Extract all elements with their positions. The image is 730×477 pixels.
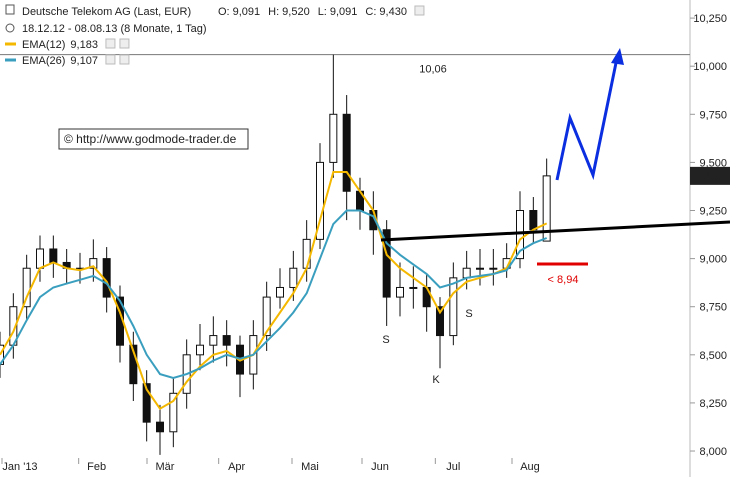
- icon: [119, 54, 130, 65]
- x-tick-label: Mär: [156, 461, 175, 473]
- icon: [5, 4, 15, 15]
- ema-line: [0, 171, 548, 411]
- candle-body: [342, 113, 351, 192]
- icon: [5, 23, 15, 33]
- candle-body: [276, 286, 284, 298]
- y-tick-label: 8,250: [699, 398, 727, 410]
- pattern-label: K: [432, 374, 440, 386]
- candle-body: [209, 335, 218, 346]
- candle-body: [222, 335, 231, 346]
- legend-value: 9,107: [70, 55, 98, 67]
- icon: [414, 5, 425, 16]
- candle-body: [262, 296, 271, 337]
- x-tick-label: Jun: [371, 461, 389, 473]
- x-tick-label: Apr: [228, 461, 245, 473]
- candle-body: [302, 238, 311, 269]
- candle-body: [316, 161, 324, 240]
- x-tick-label: Mai: [301, 461, 319, 473]
- price-tag-label: 9,430: [696, 171, 724, 183]
- ohlc-label: C:: [365, 6, 376, 18]
- candle-body: [489, 267, 498, 270]
- watermark-box: [58, 128, 249, 150]
- stop-label: < 8,94: [548, 274, 579, 286]
- pattern-label: S: [465, 308, 472, 320]
- plot: 10,06: [0, 54, 690, 455]
- projection-arrow: [555, 57, 619, 181]
- candle-body: [169, 392, 178, 433]
- candle-body: [476, 267, 484, 270]
- candle-body: [156, 421, 164, 433]
- candle-body: [89, 258, 98, 269]
- ohlc: O: 9,091 H: 9,520 L: 9,091 C: 9,430: [218, 5, 425, 18]
- candle-body: [409, 286, 418, 289]
- legend: EMA(12) 9,183 EMA(26) 9,107: [5, 38, 130, 67]
- candle-body: [49, 248, 58, 263]
- ohlc-value: 9,520: [282, 6, 310, 18]
- ohlc-value: 9,430: [379, 6, 407, 18]
- neckline: [380, 220, 730, 242]
- ohlc-label: O:: [218, 6, 230, 18]
- candle-body: [129, 344, 138, 385]
- y-tick-label: 10,250: [693, 13, 727, 25]
- header-title: Deutsche Telekom AG (Last, EUR): [22, 6, 191, 18]
- y-tick-label: 9,250: [699, 206, 727, 218]
- x-tick-label: Feb: [87, 461, 106, 473]
- y-tick-label: 8,750: [699, 302, 727, 314]
- price-tag: [690, 166, 730, 185]
- header-period: 18.12.12 - 08.08.13 (8 Monate, 1 Tag): [22, 23, 206, 35]
- high-label: 10,06: [419, 64, 447, 76]
- legend-name: EMA(12): [22, 39, 65, 51]
- icon: [105, 38, 116, 49]
- candle-body: [436, 306, 444, 337]
- candle-body: [396, 286, 404, 298]
- x-tick-label: Jan '13: [2, 461, 37, 473]
- x-tick-label: Aug: [520, 461, 540, 473]
- arrow-head: [611, 48, 624, 65]
- y-tick-label: 10,000: [693, 61, 727, 73]
- candle-body: [0, 344, 4, 365]
- candle-body: [36, 248, 44, 269]
- ohlc-label: L:: [318, 6, 327, 18]
- candle-body: [289, 267, 298, 288]
- candle-body: [329, 113, 338, 163]
- candle-body: [516, 210, 524, 260]
- ohlc-value: 9,091: [330, 6, 358, 18]
- y-tick-label: 9,000: [699, 254, 727, 266]
- candle-body: [542, 175, 551, 242]
- candle-body: [382, 229, 391, 298]
- legend-name: EMA(26): [22, 55, 65, 67]
- y-tick-label: 9,500: [699, 157, 727, 169]
- candle-body: [449, 277, 458, 337]
- ema-line: [0, 209, 548, 379]
- y-tick-label: 8,000: [699, 446, 727, 458]
- ohlc-label: H:: [268, 6, 279, 18]
- pattern-label: S: [382, 334, 389, 346]
- candle-body: [196, 344, 204, 356]
- legend-value: 9,183: [70, 39, 98, 51]
- watermark: © http://www.godmode-trader.de: [64, 132, 237, 146]
- icon: [119, 38, 130, 49]
- x-tick-label: Jul: [446, 461, 460, 473]
- candle-body: [462, 267, 471, 279]
- icon: [105, 54, 116, 65]
- y-tick-label: 9,750: [699, 109, 727, 121]
- ohlc-value: 9,091: [233, 6, 261, 18]
- candle-body: [529, 210, 538, 231]
- y-tick-label: 8,500: [699, 350, 727, 362]
- candle-body: [142, 383, 151, 423]
